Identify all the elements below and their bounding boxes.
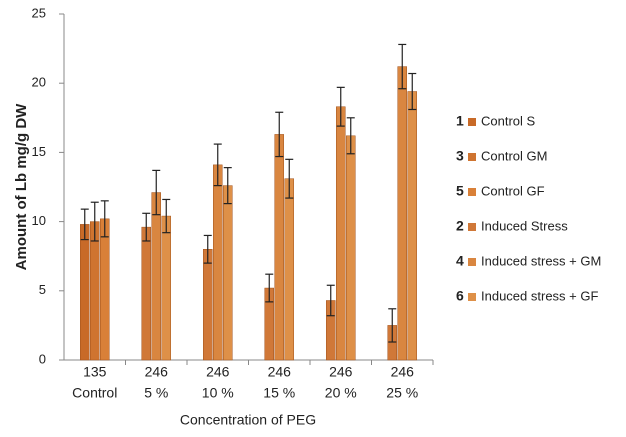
bar [223,185,233,361]
x-tick-label: 5 % [144,385,168,401]
group-label: 246 [391,364,415,380]
bar [203,249,213,361]
error-bar [100,200,109,238]
bar [346,135,356,361]
legend-key: 2 [456,218,464,234]
y-tick-label: 15 [32,144,46,159]
bar [151,192,161,361]
bar [213,164,223,361]
bar [407,91,417,361]
y-tick-label: 10 [32,213,46,228]
legend-label: Induced stress + GF [481,288,598,303]
group-label: 135 [83,364,107,380]
error-bar [336,86,345,127]
y-tick-label: 0 [39,351,46,366]
bar [336,106,346,361]
legend-key: 5 [456,183,464,199]
y-tick-label: 20 [32,75,46,90]
legend-key: 3 [456,148,464,164]
y-tick-label: 5 [39,282,46,297]
error-bar [80,208,89,241]
error-bar [90,201,99,242]
x-tick-label: 20 % [325,385,357,401]
bar [90,221,100,361]
legend-key: 6 [456,288,464,304]
x-tick-label: Control [72,385,117,401]
error-bar [408,72,417,111]
error-bar [285,158,294,199]
legend-swatch [468,153,476,161]
legend-label: Induced Stress [481,218,568,233]
bar [141,226,151,361]
legend-swatch [468,223,476,231]
legend-label: Induced stress + GM [481,253,601,268]
legend-swatch [468,188,476,196]
x-axis-label: Concentration of PEG [180,412,316,428]
error-bar [203,234,212,264]
error-bar [326,284,335,317]
bar [161,215,171,361]
x-tick-label: 10 % [202,385,234,401]
error-bar [398,43,407,90]
group-label: 246 [145,364,169,380]
legend-key: 1 [456,113,464,129]
error-bar [142,212,151,242]
x-tick-label: 25 % [386,385,418,401]
bar [397,66,407,361]
error-bar [275,111,284,158]
error-bar [162,198,171,234]
y-axis-label: Amount of Lb mg/g DW [13,103,30,270]
bar [284,178,294,361]
legend-label: Control S [481,113,536,128]
error-bar [346,117,355,155]
legend-label: Control GF [481,183,545,198]
bar [100,218,110,361]
error-bar [152,169,161,216]
legend-key: 4 [456,253,464,269]
legend-label: Control GM [481,148,547,163]
bar [80,224,90,361]
error-bar [223,167,232,205]
error-bar [388,308,397,343]
legend-swatch [468,293,476,301]
legend-swatch [468,258,476,266]
group-label: 246 [329,364,353,380]
error-bar [265,273,274,303]
error-bar [213,143,222,187]
group-label: 246 [268,364,292,380]
group-label: 246 [206,364,230,380]
bar [274,134,284,361]
legend-swatch [468,118,476,126]
x-tick-label: 15 % [263,385,295,401]
y-tick-label: 25 [32,5,46,20]
